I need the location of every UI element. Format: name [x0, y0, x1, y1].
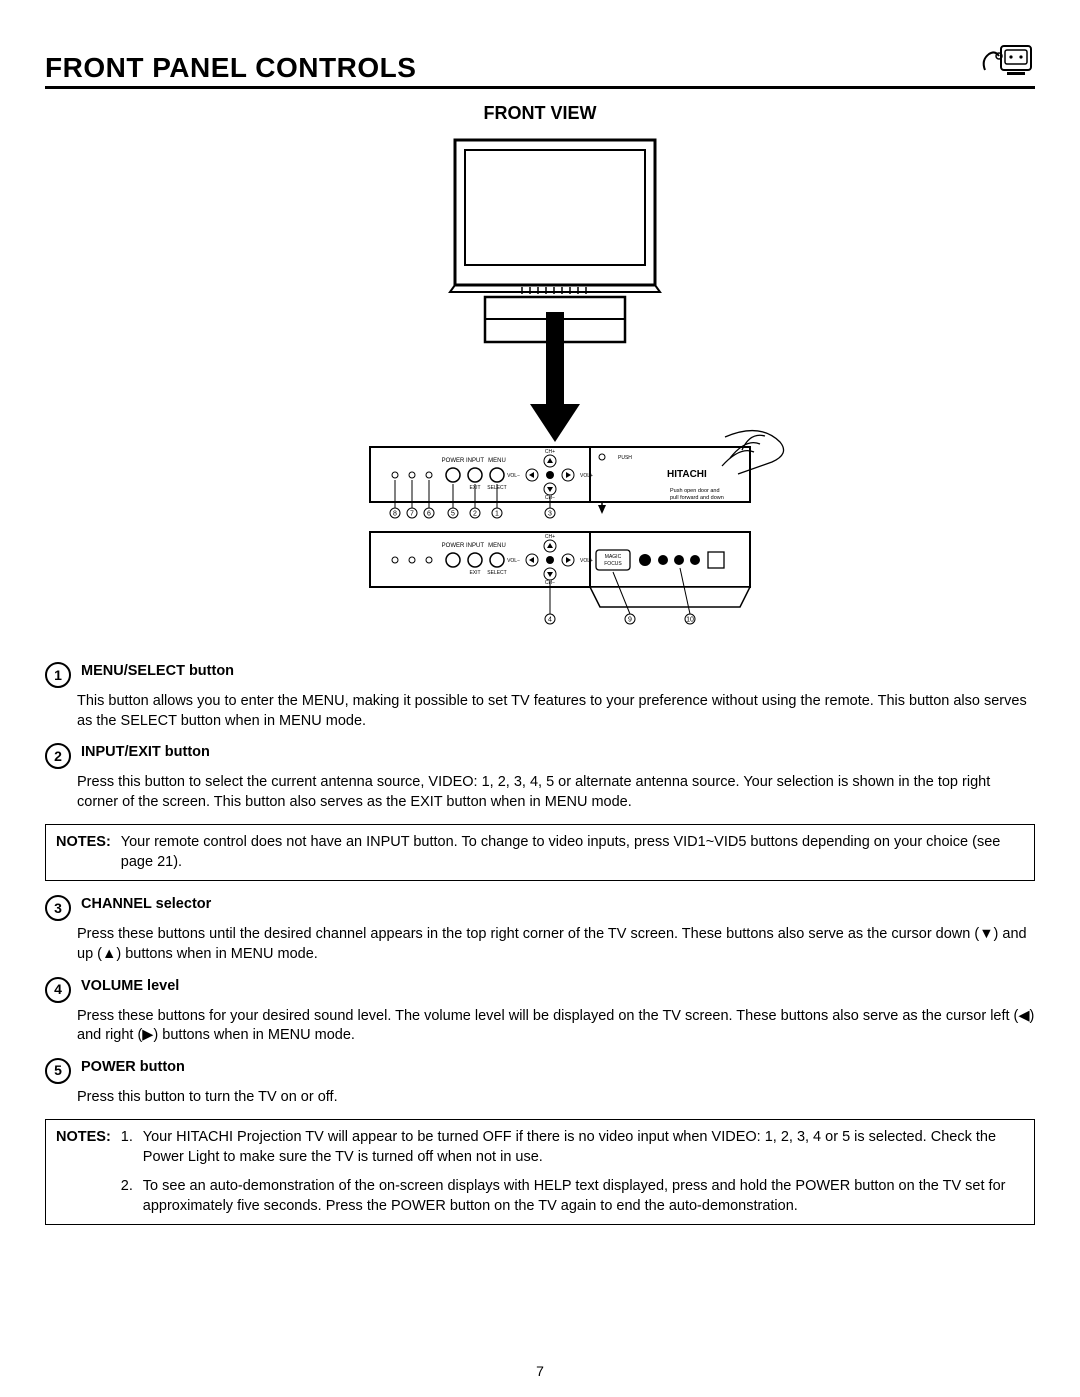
label-focus: FOCUS [604, 561, 622, 567]
header-row: FRONT PANEL CONTROLS [45, 40, 1035, 89]
svg-text:SELECT: SELECT [487, 570, 506, 576]
label-input: INPUT [466, 458, 484, 464]
svg-text:1: 1 [495, 511, 499, 518]
svg-text:VOL+: VOL+ [580, 558, 593, 564]
circled-number-icon: 3 [45, 895, 71, 921]
svg-text:4: 4 [548, 617, 552, 624]
item-title: VOLUME level [81, 977, 179, 997]
item-body: This button allows you to enter the MENU… [77, 692, 1035, 731]
list-item: 1. Your HITACHI Projection TV will appea… [121, 1128, 1024, 1167]
subtitle: FRONT VIEW [45, 103, 1035, 124]
notes-box-1: NOTES: Your remote control does not have… [45, 824, 1035, 881]
item-body: Press these buttons until the desired ch… [77, 925, 1035, 964]
notes-box-2: NOTES: 1. Your HITACHI Projection TV wil… [45, 1119, 1035, 1225]
notes-label: NOTES: [56, 833, 111, 853]
page-number: 7 [0, 1363, 1080, 1379]
svg-text:9: 9 [628, 617, 632, 624]
svg-text:5: 5 [451, 511, 455, 518]
brand-label: HITACHI [667, 469, 707, 480]
svg-text:MENU: MENU [488, 543, 506, 549]
door-hint-2: pull forward and down [670, 495, 724, 501]
item-5-header: 5 POWER button [45, 1058, 1035, 1084]
item-title: MENU/SELECT button [81, 662, 234, 682]
svg-text:8: 8 [393, 511, 397, 518]
label-magic: MAGIC [605, 554, 622, 560]
front-view-diagram: POWER INPUT MENU EXIT SELECT CH+ CH− VOL… [45, 132, 1035, 632]
circled-number-icon: 1 [45, 662, 71, 688]
svg-text:POWER: POWER [442, 543, 465, 549]
page-title: FRONT PANEL CONTROLS [45, 52, 416, 84]
svg-text:INPUT: INPUT [466, 543, 484, 549]
svg-text:7: 7 [410, 511, 414, 518]
item-body: Press this button to select the current … [77, 773, 1035, 812]
item-title: INPUT/EXIT button [81, 743, 210, 763]
svg-text:EXIT: EXIT [469, 570, 480, 576]
item-3-header: 3 CHANNEL selector [45, 895, 1035, 921]
label-ch-up: CH+ [545, 449, 555, 455]
notes-list: 1. Your HITACHI Projection TV will appea… [121, 1128, 1024, 1216]
svg-text:CH+: CH+ [545, 534, 555, 540]
page: FRONT PANEL CONTROLS FRONT VIEW [0, 0, 1080, 1397]
list-item: 2. To see an auto-demonstration of the o… [121, 1177, 1024, 1216]
label-vol-plus: VOL+ [580, 473, 593, 479]
svg-text:VOL−: VOL− [507, 558, 520, 564]
circled-number-icon: 4 [45, 977, 71, 1003]
list-text: Your HITACHI Projection TV will appear t… [143, 1128, 1024, 1167]
content: 1 MENU/SELECT button This button allows … [45, 662, 1035, 1225]
svg-text:6: 6 [427, 511, 431, 518]
item-2-header: 2 INPUT/EXIT button [45, 743, 1035, 769]
label-power: POWER [442, 458, 465, 464]
item-4-header: 4 VOLUME level [45, 977, 1035, 1003]
tv-character-icon [979, 40, 1035, 84]
label-menu: MENU [488, 458, 506, 464]
label-vol-minus: VOL− [507, 473, 520, 479]
list-number: 2. [121, 1177, 143, 1216]
item-body: Press this button to turn the TV on or o… [77, 1088, 1035, 1108]
circled-number-icon: 2 [45, 743, 71, 769]
svg-text:2: 2 [473, 511, 477, 518]
svg-text:3: 3 [548, 511, 552, 518]
svg-text:10: 10 [686, 617, 694, 624]
list-text: To see an auto-demonstration of the on-s… [143, 1177, 1024, 1216]
list-number: 1. [121, 1128, 143, 1167]
door-hint-1: Push open door and [670, 488, 720, 494]
item-body: Press these buttons for your desired sou… [77, 1007, 1035, 1046]
label-push: PUSH [618, 455, 632, 461]
notes-label: NOTES: [56, 1128, 111, 1148]
item-1-header: 1 MENU/SELECT button [45, 662, 1035, 688]
notes-text: Your remote control does not have an INP… [121, 833, 1024, 872]
item-title: CHANNEL selector [81, 895, 211, 915]
circled-number-icon: 5 [45, 1058, 71, 1084]
item-title: POWER button [81, 1058, 185, 1078]
